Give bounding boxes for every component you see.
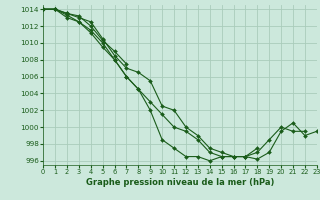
- X-axis label: Graphe pression niveau de la mer (hPa): Graphe pression niveau de la mer (hPa): [86, 178, 274, 187]
